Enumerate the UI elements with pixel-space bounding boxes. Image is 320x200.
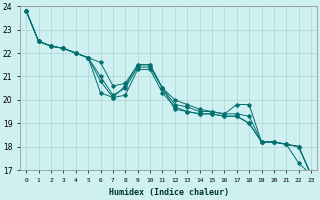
X-axis label: Humidex (Indice chaleur): Humidex (Indice chaleur) — [108, 188, 228, 197]
